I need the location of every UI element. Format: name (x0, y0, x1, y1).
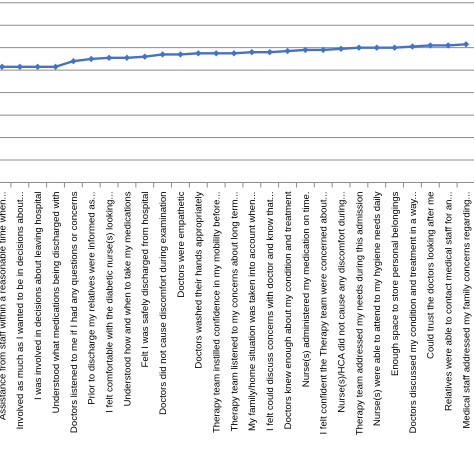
data-point (0, 63, 6, 70)
x-axis (0, 182, 474, 188)
x-tick-label: Doctors listened to me if I had any ques… (69, 191, 80, 433)
data-point (248, 48, 256, 56)
data-point (52, 63, 59, 70)
data-point (141, 53, 148, 60)
x-tick-label: Nurse(s) were able to attend to my hygie… (372, 191, 383, 426)
x-tick-label: Doctors knew enough about my condition a… (283, 191, 294, 429)
x-tick-label: Therapy team listened to my concerns abo… (229, 192, 240, 432)
data-point (212, 50, 220, 57)
data-point (123, 54, 131, 61)
data-point (462, 41, 470, 48)
series-layer (0, 41, 470, 70)
x-tick-label: Could trust the doctors looking after me (426, 192, 437, 359)
x-tick-label: Understood what medications being discha… (51, 192, 62, 414)
data-point (88, 55, 95, 63)
x-tick-label: I felt could discuss concerns with docto… (265, 191, 276, 430)
data-point (105, 54, 113, 61)
data-point (337, 45, 345, 53)
x-tick-label: My family/home situation was taken into … (247, 192, 258, 431)
data-point (70, 57, 77, 65)
y-gridlines (0, 2, 474, 161)
x-tick-label: Enough space to store personal belonging… (390, 191, 401, 376)
data-point (284, 47, 291, 55)
data-point (302, 46, 309, 54)
x-tick-label: Doctors discussed my condition and treat… (408, 192, 419, 434)
data-point (195, 50, 202, 57)
x-tick-label: Understood how and when to take my medic… (122, 191, 133, 406)
data-point (159, 51, 166, 58)
x-tick-label: I felt confident the Therapy team were c… (319, 191, 330, 434)
data-point (409, 43, 416, 50)
data-point (373, 44, 380, 51)
x-tick-label: Doctors did not cause discomfort during … (158, 192, 169, 415)
data-point (427, 42, 434, 49)
x-tick-label: Involved as much as I wanted to be in de… (15, 192, 26, 430)
x-tick-label: Relatives were able to contact medical s… (444, 192, 455, 412)
data-point (320, 46, 327, 54)
x-tick-label: Nurse(s)/HCA did not cause any discomfor… (336, 192, 347, 413)
data-point (34, 63, 41, 70)
x-tick-label: Nurse(s) administered my medication on t… (301, 192, 312, 388)
x-tick-label: Therapy team addressed my needs during t… (354, 192, 365, 436)
x-tick-label: Medical staff addressed my family concer… (461, 192, 472, 429)
x-tick-label: I felt comfortable with the diabetic nur… (104, 192, 115, 413)
data-point (355, 44, 363, 51)
x-tick-label: Therapy team instilled confidence in my … (212, 191, 223, 433)
x-tick-label: Doctors washed their hands appropriately (194, 191, 205, 368)
x-tick-label: Prior to discharge my relatives were inf… (87, 192, 98, 405)
data-point (391, 44, 398, 51)
data-point (16, 63, 24, 70)
x-tick-label: Felt I was safely discharged from hospit… (140, 192, 151, 368)
x-tick-label: Assistance from staff within a reasonabl… (0, 192, 8, 421)
data-point (230, 50, 238, 57)
data-point (177, 51, 184, 58)
x-tick-label: I was involved in decisions about leavin… (33, 192, 44, 401)
category-labels: Assistance from staff within a reasonabl… (0, 191, 472, 435)
x-tick-label: Doctors were empathetic (176, 191, 187, 297)
data-point (266, 48, 273, 56)
data-point (444, 42, 452, 49)
